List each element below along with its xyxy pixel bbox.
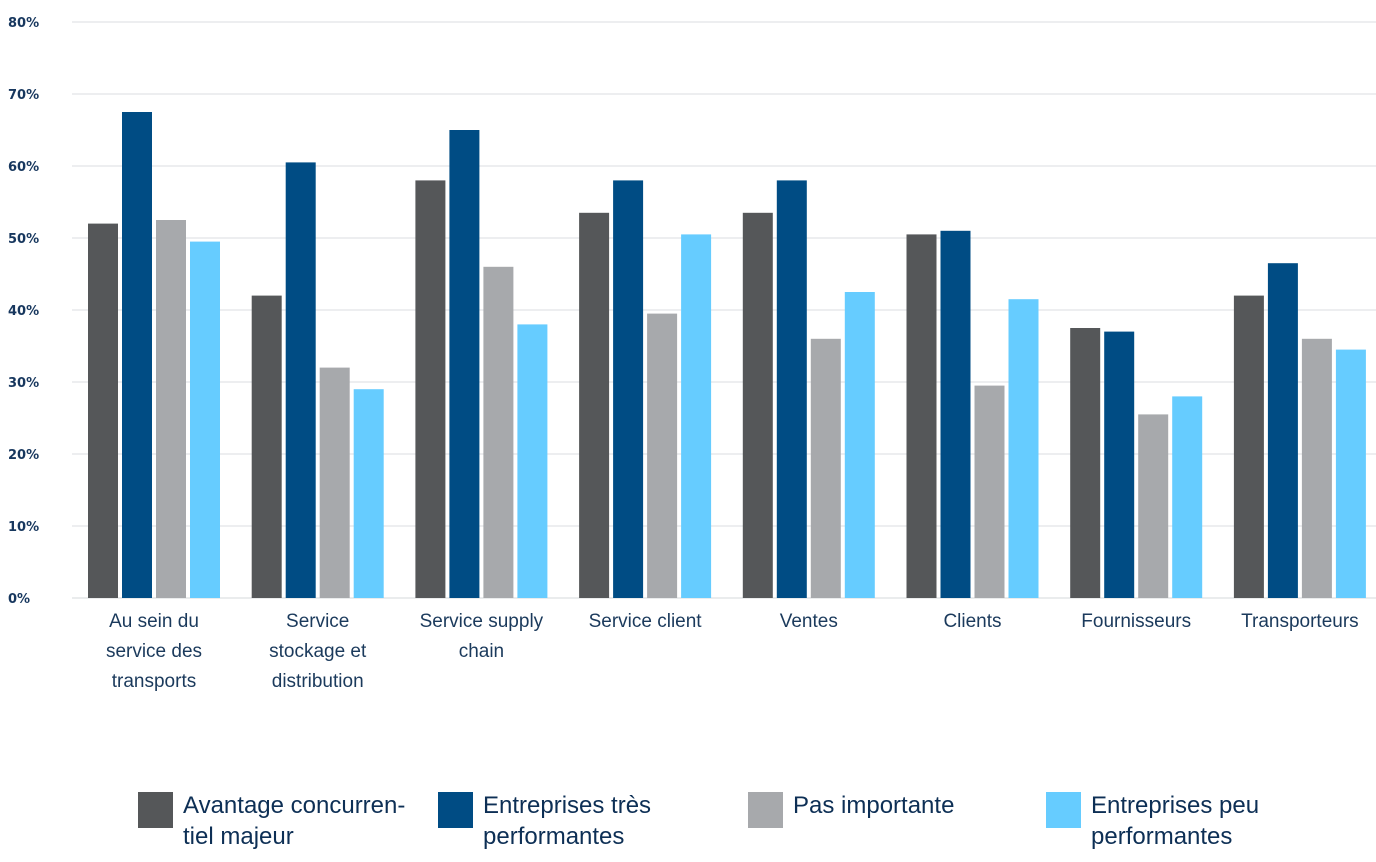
x-tick-label: Transporteurs [1241, 611, 1359, 632]
bar [251, 295, 282, 598]
x-tick-label: Service client [589, 611, 703, 632]
legend-label-3: Entreprises peu performantes [1091, 792, 1260, 850]
bar [906, 234, 937, 598]
x-tick-label: Au sein du service des transports [106, 611, 202, 692]
bar [1301, 338, 1332, 598]
legend-label-2: Pas importante [793, 792, 955, 819]
y-tick-label: 80% [8, 16, 39, 31]
bar [319, 367, 350, 598]
bar [810, 338, 841, 598]
legend-item-3: Entreprises peu performantes [1046, 790, 1259, 852]
bar [681, 234, 712, 598]
bar [285, 162, 316, 598]
bar [483, 266, 514, 598]
bar [1267, 263, 1298, 598]
bars [88, 112, 1366, 599]
bar [415, 180, 446, 598]
y-tick-label: 70% [8, 88, 39, 103]
y-tick-label: 30% [8, 376, 39, 391]
y-tick-label: 40% [8, 304, 39, 319]
y-tick-label: 50% [8, 232, 39, 247]
y-tick-label: 10% [8, 520, 39, 535]
x-tick-label: Fournisseurs [1081, 611, 1191, 632]
bar [613, 180, 644, 598]
bar [1070, 328, 1101, 598]
y-axis: 0% 10% 20% 30% 40% 50% 60% 70% 80% [8, 16, 39, 607]
legend-item-1: Entreprises très performantes [438, 790, 651, 852]
bar [579, 212, 610, 599]
bar [190, 241, 220, 598]
bar [647, 313, 678, 598]
bar [1008, 299, 1039, 598]
bar [1104, 331, 1135, 598]
bar [940, 230, 971, 599]
bar [776, 180, 807, 598]
x-tick-label: Service supply chain [420, 611, 544, 662]
bar [1172, 396, 1203, 598]
bar [1335, 349, 1366, 598]
bar [844, 292, 875, 598]
x-tick-label: Clients [943, 611, 1001, 632]
bar [449, 130, 480, 598]
legend-label-1: Entreprises très performantes [483, 792, 652, 850]
bar-chart: 0% 10% 20% 30% 40% 50% 60% 70% 80% Au sein du ser… [8, 16, 1376, 692]
bar [122, 112, 152, 598]
legend-item-0: Avantage concurren- tiel majeur [138, 790, 405, 852]
bar [156, 220, 186, 598]
x-tick-label: Ventes [780, 611, 838, 632]
legend-swatch-0 [138, 792, 173, 828]
bar [353, 389, 384, 598]
bar [88, 223, 118, 598]
legend-swatch-1 [438, 792, 473, 828]
bar [1138, 414, 1169, 598]
bar [1233, 295, 1264, 598]
x-axis: Au sein du service des transports Service st… [106, 611, 1359, 692]
legend: Avantage concurren- tiel majeur Entrepri… [0, 790, 1376, 860]
bar [742, 212, 773, 599]
bar [517, 324, 548, 598]
x-tick-label: Service stockage et distribution [269, 611, 367, 692]
y-tick-label: 60% [8, 160, 39, 175]
legend-item-2: Pas importante [748, 790, 954, 828]
legend-label-0: Avantage concurren- tiel majeur [183, 792, 406, 850]
y-tick-label: 20% [8, 448, 39, 463]
y-tick-label: 0% [8, 592, 30, 607]
legend-swatch-2 [748, 792, 783, 828]
legend-swatch-3 [1046, 792, 1081, 828]
bar [974, 385, 1005, 598]
